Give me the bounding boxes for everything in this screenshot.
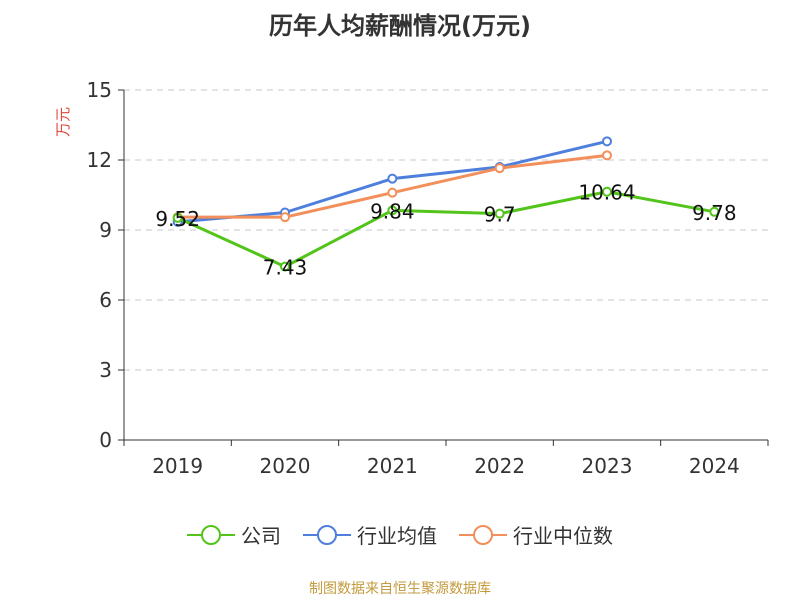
- data-point: [494, 208, 505, 219]
- series-lines: [172, 136, 720, 272]
- legend-item-industry-median[interactable]: 行业中位数: [459, 520, 613, 549]
- data-source-note: 制图数据来自恒生聚源数据库: [309, 581, 491, 597]
- chart-title: 历年人均薪酬情况(万元): [269, 12, 531, 40]
- data-point: [387, 187, 398, 198]
- y-tick-label: 0: [99, 428, 112, 452]
- data-point: [602, 150, 612, 161]
- data-point: [172, 212, 183, 223]
- legend-swatch-industry-average: [303, 524, 351, 546]
- y-tick-label: 6: [99, 288, 112, 312]
- data-label: 9.78: [692, 201, 737, 225]
- legend-label-industry-median: 行业中位数: [513, 524, 613, 548]
- axes: 0 3 6 9 12 15 2019 2020 2021 2022 2023 2024: [87, 78, 769, 478]
- y-tick-label: 15: [87, 78, 112, 102]
- legend-item-industry-average[interactable]: 行业均值: [303, 520, 437, 549]
- legend-label-industry-average: 行业均值: [357, 524, 437, 548]
- data-point: [709, 206, 720, 217]
- data-label: 9.84: [370, 199, 415, 223]
- data-labels: 9.52 7.43 9.84 9.7 10.64 9.78: [155, 181, 736, 280]
- grid-lines: [124, 89, 768, 371]
- y-tick-label: 9: [99, 218, 112, 242]
- y-tick-label: 12: [87, 148, 112, 172]
- legend-swatch-industry-median: [459, 524, 507, 546]
- y-tick-label: 3: [99, 358, 112, 382]
- legend-item-company[interactable]: 公司: [187, 520, 281, 549]
- data-point: [280, 212, 290, 223]
- data-label: 10.64: [578, 181, 635, 205]
- data-point: [602, 136, 612, 147]
- x-tick-label: 2021: [367, 454, 418, 478]
- legend-swatch-company: [187, 524, 235, 546]
- x-tick-label: 2019: [152, 454, 203, 478]
- series-line-0: [176, 190, 716, 269]
- legend-label-company: 公司: [241, 524, 281, 548]
- data-point: [602, 186, 612, 197]
- data-label: 7.43: [263, 256, 308, 280]
- x-tick-label: 2024: [689, 454, 740, 478]
- y-axis-label: 万元: [54, 107, 72, 137]
- data-point: [387, 205, 398, 216]
- data-point: [387, 173, 398, 184]
- x-tick-label: 2020: [260, 454, 311, 478]
- data-point: [280, 261, 290, 272]
- data-label: 9.52: [155, 207, 200, 231]
- x-tick-label: 2022: [474, 454, 525, 478]
- data-label: 9.7: [484, 203, 516, 227]
- data-point: [494, 163, 505, 174]
- x-tick-label: 2023: [582, 454, 633, 478]
- legend: 公司 行业均值 行业中位数: [0, 520, 800, 549]
